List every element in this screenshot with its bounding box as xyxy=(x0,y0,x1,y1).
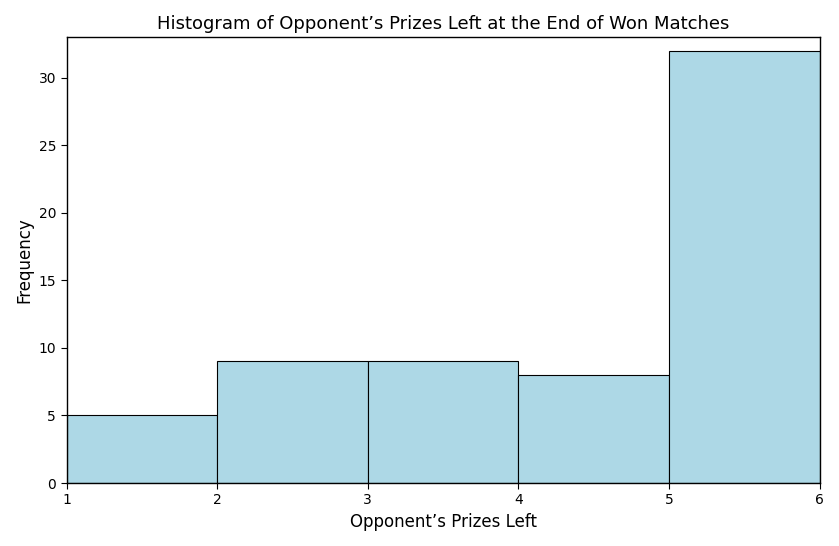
Bar xyxy=(519,375,669,483)
Bar xyxy=(66,416,217,483)
X-axis label: Opponent’s Prizes Left: Opponent’s Prizes Left xyxy=(350,513,537,531)
Bar xyxy=(367,361,519,483)
Bar xyxy=(669,51,820,483)
Bar xyxy=(217,361,367,483)
Title: Histogram of Opponent’s Prizes Left at the End of Won Matches: Histogram of Opponent’s Prizes Left at t… xyxy=(157,15,729,33)
Y-axis label: Frequency: Frequency xyxy=(15,217,33,303)
